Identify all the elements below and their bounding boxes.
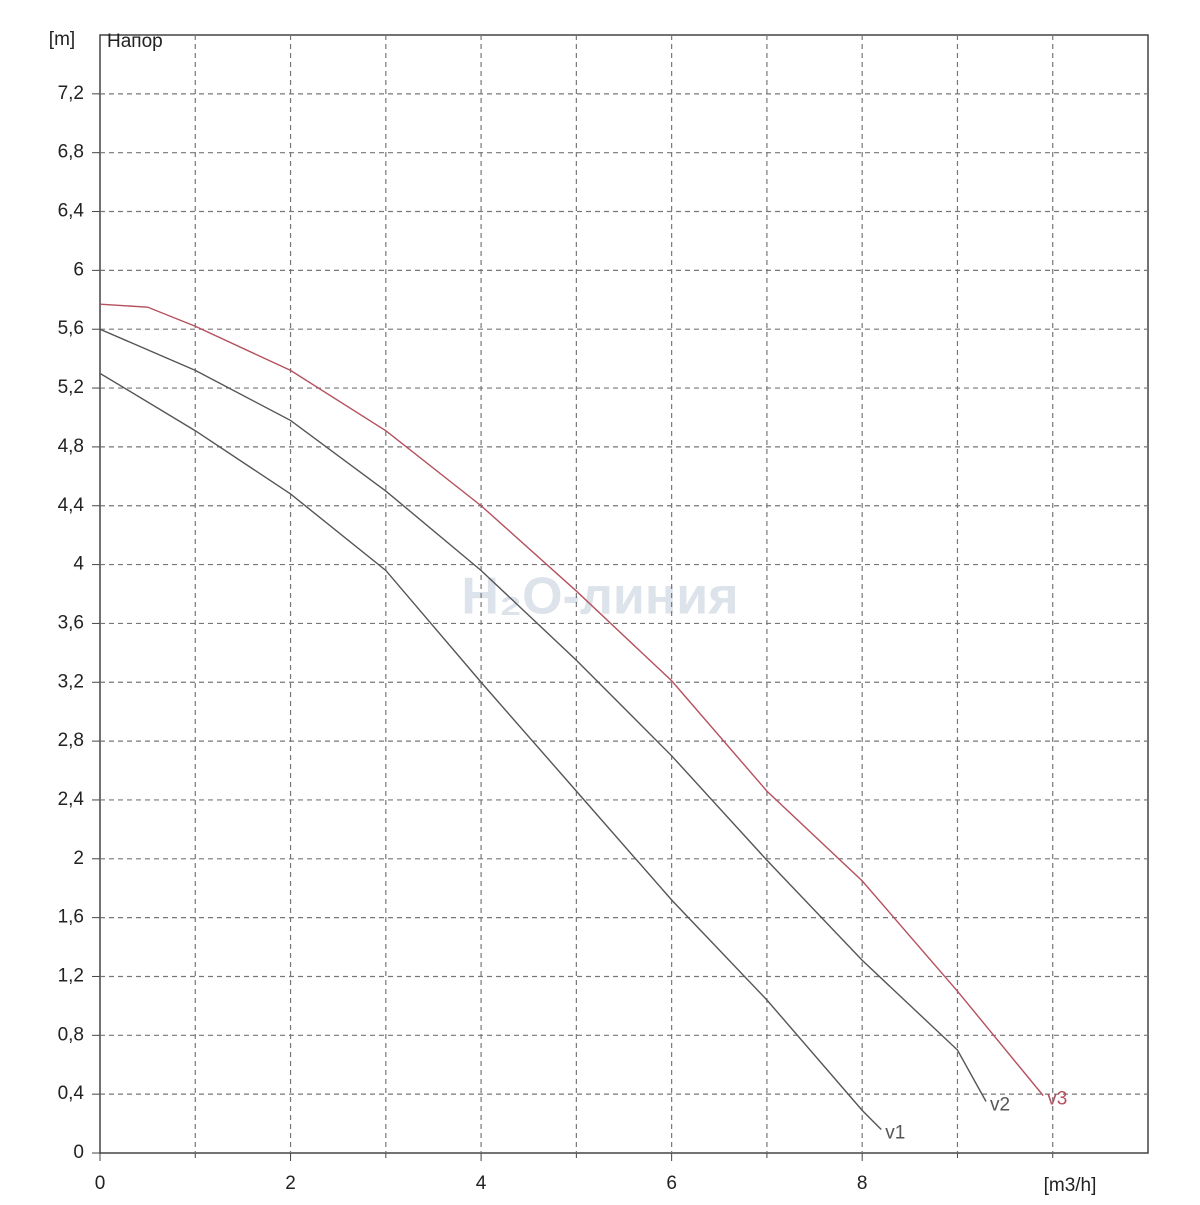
y-tick-label: 0,4 xyxy=(58,1083,85,1104)
series-label: v3 xyxy=(1047,1089,1067,1110)
y-tick-label: 3,2 xyxy=(58,671,84,692)
y-tick-label: 6 xyxy=(73,259,84,280)
plot-frame xyxy=(99,34,1149,1154)
y-tick-label: 4,8 xyxy=(58,436,84,457)
y-tick-label: 1,6 xyxy=(58,907,84,928)
y-tick-label: 5,2 xyxy=(58,377,84,398)
y-tick-label: 1,2 xyxy=(58,965,84,986)
annotation: Напор xyxy=(107,31,163,52)
series-line xyxy=(99,328,987,1102)
series-label: v1 xyxy=(885,1122,905,1143)
series-line xyxy=(99,372,882,1130)
y-tick-label: 2,4 xyxy=(58,789,85,810)
x-unit: [m3/h] xyxy=(1044,1175,1097,1196)
x-tick-label: 4 xyxy=(476,1173,487,1194)
y-tick-label: 6,4 xyxy=(58,201,85,222)
x-tick-label: 6 xyxy=(666,1173,677,1194)
series-label: v2 xyxy=(990,1095,1010,1116)
y-tick-label: 3,6 xyxy=(58,612,84,633)
series-line xyxy=(99,303,1044,1097)
x-tick-label: 0 xyxy=(95,1173,106,1194)
y-tick-label: 6,8 xyxy=(58,142,84,163)
y-tick-label: 0 xyxy=(73,1142,84,1163)
y-tick-label: 0,8 xyxy=(58,1024,84,1045)
x-tick-label: 8 xyxy=(857,1173,868,1194)
watermark: H₂O-линия xyxy=(461,568,738,626)
y-tick-label: 5,6 xyxy=(58,318,84,339)
y-unit: [m] xyxy=(49,29,75,50)
y-tick-label: 7,2 xyxy=(58,83,84,104)
y-tick-label: 4 xyxy=(73,554,84,575)
y-tick-label: 2 xyxy=(73,848,84,869)
y-tick-label: 2,8 xyxy=(58,730,84,751)
x-tick-label: 2 xyxy=(285,1173,296,1194)
y-tick-label: 4,4 xyxy=(58,495,85,516)
